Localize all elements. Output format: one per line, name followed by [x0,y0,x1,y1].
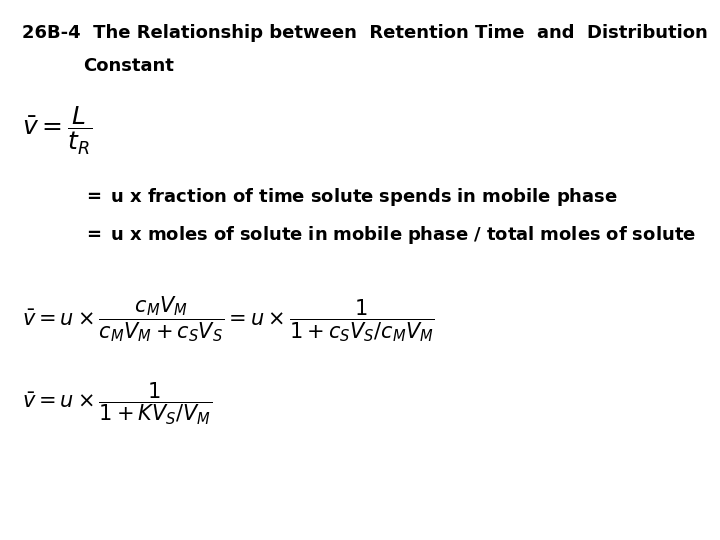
Text: $\mathbf{= \ u \ x \ fraction \ of \ time \ solute \ spends \ in \ mobile \ phas: $\mathbf{= \ u \ x \ fraction \ of \ tim… [83,186,618,208]
Text: 26B-4  The Relationship between  Retention Time  and  Distribution: 26B-4 The Relationship between Retention… [22,24,707,42]
Text: $\bar{v} = u \times \dfrac{1}{1 + KV_S/V_M}$: $\bar{v} = u \times \dfrac{1}{1 + KV_S/V… [22,381,212,427]
Text: Constant: Constant [83,57,174,75]
Text: $\bar{v} = u \times \dfrac{c_M V_M}{c_M V_M + c_S V_S} = u \times \dfrac{1}{1 + : $\bar{v} = u \times \dfrac{c_M V_M}{c_M … [22,294,434,344]
Text: $\mathbf{= \ u \ x \ moles \ of \ solute \ in \ mobile \ phase \ / \ total \ mol: $\mathbf{= \ u \ x \ moles \ of \ solute… [83,224,696,246]
Text: $\bar{v} = \dfrac{L}{t_R}$: $\bar{v} = \dfrac{L}{t_R}$ [22,105,91,157]
